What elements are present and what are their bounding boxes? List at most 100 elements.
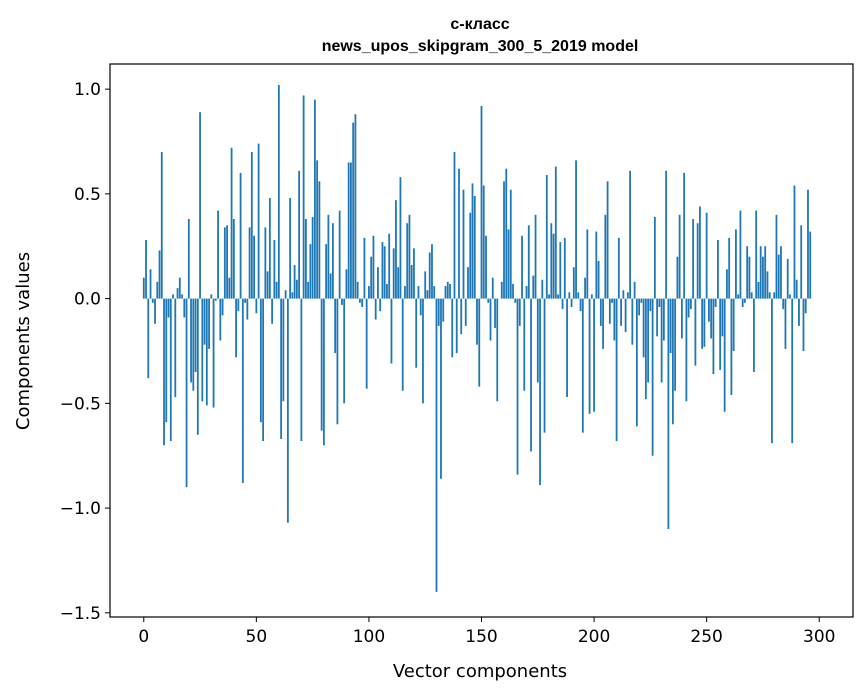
bar xyxy=(284,290,287,299)
bar xyxy=(440,298,442,479)
bar xyxy=(494,298,496,328)
bar xyxy=(554,166,557,299)
bar xyxy=(437,298,440,326)
bar-series xyxy=(142,84,812,592)
bar xyxy=(298,170,301,299)
x-tick-label: 300 xyxy=(803,627,835,647)
bar xyxy=(651,298,654,456)
bar xyxy=(525,286,528,299)
bar xyxy=(167,298,170,318)
bar xyxy=(433,286,436,299)
y-axis-label: Components values xyxy=(13,252,34,430)
bar xyxy=(777,254,780,299)
bar xyxy=(268,198,271,299)
bar xyxy=(689,298,692,310)
bar xyxy=(676,256,679,299)
bar xyxy=(699,206,701,299)
bar xyxy=(563,237,566,299)
bar xyxy=(561,298,564,310)
bar xyxy=(608,298,611,324)
bar xyxy=(489,298,492,341)
bar xyxy=(692,219,695,299)
bar xyxy=(536,298,539,383)
bar xyxy=(313,99,316,299)
bar xyxy=(217,210,219,299)
bar xyxy=(516,298,519,475)
x-tick-label: 150 xyxy=(465,627,497,647)
bar xyxy=(237,298,240,312)
bar xyxy=(311,216,314,299)
bar xyxy=(712,298,715,375)
bar xyxy=(322,298,325,446)
bar xyxy=(599,298,602,326)
bar xyxy=(764,246,767,299)
bar xyxy=(415,298,418,368)
bar xyxy=(539,298,541,486)
bar xyxy=(431,244,433,299)
bar xyxy=(550,223,553,299)
bar xyxy=(771,298,773,444)
bar xyxy=(782,298,785,310)
bar xyxy=(212,298,215,408)
bar xyxy=(455,298,458,354)
bar xyxy=(386,283,388,299)
bar xyxy=(680,298,683,339)
bar xyxy=(449,283,451,299)
bar xyxy=(735,229,737,299)
bar xyxy=(577,292,580,299)
bar xyxy=(390,298,393,364)
bar xyxy=(534,214,537,299)
bar xyxy=(786,258,789,299)
bar xyxy=(446,281,449,299)
bar xyxy=(419,298,422,316)
bar xyxy=(478,298,481,387)
bar xyxy=(295,279,298,299)
bar xyxy=(615,298,618,442)
bar xyxy=(201,298,204,402)
bar xyxy=(176,288,179,299)
bar xyxy=(807,189,809,299)
bar xyxy=(194,298,197,372)
bar xyxy=(809,231,812,299)
bar xyxy=(708,298,710,322)
bar xyxy=(753,298,755,372)
bar xyxy=(190,298,192,383)
bar xyxy=(354,114,357,299)
bar xyxy=(232,219,235,299)
bar xyxy=(669,298,672,354)
bar xyxy=(156,281,159,299)
bar xyxy=(458,168,460,299)
bar xyxy=(241,298,244,483)
bar xyxy=(518,298,521,326)
bar xyxy=(532,275,535,299)
bar xyxy=(647,298,650,383)
bar xyxy=(196,298,199,435)
bar xyxy=(347,162,350,299)
bar xyxy=(588,298,591,414)
bar xyxy=(428,252,431,299)
bar xyxy=(277,84,280,299)
bar xyxy=(214,298,217,301)
bar xyxy=(291,292,294,299)
y-tick-label: −1.0 xyxy=(60,499,101,519)
x-tick-label: 250 xyxy=(690,627,722,647)
bar xyxy=(789,294,791,299)
bar xyxy=(653,216,656,299)
bar xyxy=(500,281,503,299)
bar xyxy=(635,298,638,427)
bar xyxy=(275,281,278,299)
bar xyxy=(417,286,420,299)
bar xyxy=(208,298,210,349)
bar xyxy=(741,298,744,307)
bar xyxy=(496,298,499,402)
bar xyxy=(717,239,719,299)
bar xyxy=(800,225,803,299)
bar xyxy=(185,298,188,488)
bar xyxy=(205,298,208,406)
bar xyxy=(181,294,183,299)
bar xyxy=(721,298,724,337)
bar xyxy=(286,298,289,523)
bar xyxy=(703,298,706,347)
bar xyxy=(584,277,586,299)
